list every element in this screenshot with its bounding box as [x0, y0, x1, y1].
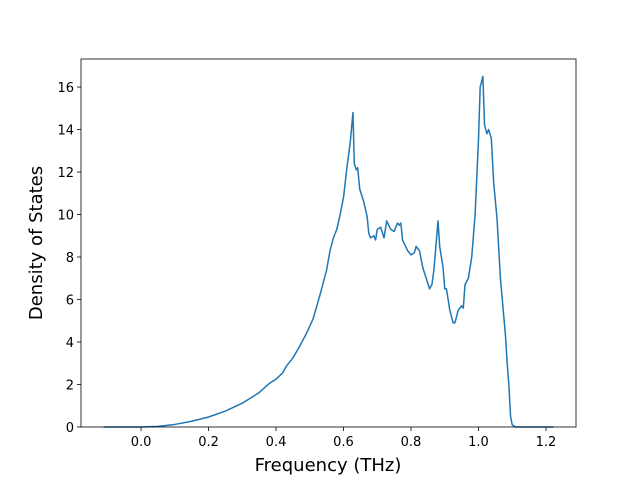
- y-tick-label: 2: [66, 379, 74, 394]
- x-tick-label: 1.0: [468, 435, 489, 450]
- x-tick-label: 0.2: [198, 435, 219, 450]
- x-tick-label: 0.8: [401, 435, 422, 450]
- y-tick-label: 12: [57, 166, 74, 181]
- x-tick-label: 0.0: [131, 435, 152, 450]
- x-axis-label: Frequency (THz): [255, 455, 402, 476]
- x-tick-label: 0.6: [333, 435, 354, 450]
- y-axis-label: Density of States: [26, 166, 47, 320]
- y-tick-label: 10: [57, 209, 74, 224]
- y-tick-label: 6: [66, 294, 74, 309]
- x-tick-label: 1.2: [536, 435, 557, 450]
- y-tick-label: 4: [66, 336, 74, 351]
- axes-frame: [80, 58, 577, 428]
- y-tick-label: 8: [66, 251, 74, 266]
- line: [103, 75, 554, 428]
- y-tick-label: 14: [57, 124, 74, 139]
- y-tick-label: 0: [66, 421, 74, 436]
- y-tick-label: 16: [57, 81, 74, 96]
- x-tick-label: 0.4: [266, 435, 287, 450]
